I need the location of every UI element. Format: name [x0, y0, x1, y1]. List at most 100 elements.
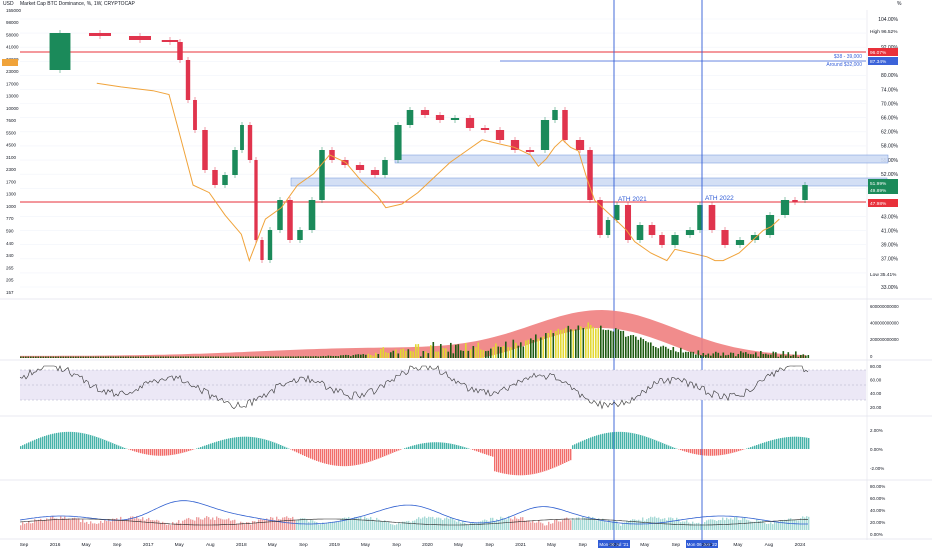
dmi-bar: [312, 520, 313, 530]
volume-bar: [615, 328, 617, 358]
macd-bar: [616, 432, 617, 449]
volume-bar: [95, 357, 97, 359]
dmi-bar: [716, 521, 717, 530]
macd-bar: [162, 449, 163, 456]
volume-bar: [720, 356, 722, 358]
macd-bar: [502, 449, 503, 473]
volume-bar: [670, 350, 672, 358]
volume-bar: [573, 329, 575, 358]
volume-bar: [318, 356, 320, 358]
volume-bar: [700, 355, 702, 358]
volume-bar: [640, 338, 642, 358]
macd-bar: [216, 442, 217, 449]
dmi-bar: [24, 524, 25, 530]
macd-bar: [646, 437, 647, 449]
x-axis-tick: 2023: [702, 542, 713, 548]
macd-bar: [148, 449, 149, 455]
macd-bar: [186, 449, 187, 452]
dmi-bar: [354, 517, 355, 530]
volume-bar: [600, 326, 602, 358]
volume-bar: [595, 329, 597, 358]
candle-body: [222, 175, 228, 185]
macd-bar: [452, 444, 453, 449]
volume-bar: [638, 340, 640, 358]
dmi-bar: [308, 522, 309, 530]
volume-bar: [308, 356, 310, 358]
candle-body: [212, 170, 218, 185]
dmi-bar: [96, 524, 97, 530]
macd-bar: [564, 449, 565, 463]
dmi-bar: [452, 518, 453, 530]
dmi-bar: [80, 522, 81, 530]
macd-bar: [702, 449, 703, 455]
dmi-bar: [546, 525, 547, 530]
volume-bar: [550, 330, 552, 358]
dmi-axis-tick: 20.00%: [870, 520, 885, 525]
macd-bar: [170, 449, 171, 455]
dmi-bar: [748, 520, 749, 530]
macd-bar: [234, 437, 235, 449]
volume-bar: [743, 353, 745, 358]
candle-body: [277, 200, 283, 230]
volume-bar: [345, 355, 347, 358]
right-axis-tick: 62.00%: [881, 130, 899, 136]
volume-bar: [730, 353, 732, 358]
dmi-bar: [504, 519, 505, 530]
volume-bar: [60, 357, 62, 359]
volume-bar: [83, 357, 85, 359]
volume-bar: [370, 355, 372, 358]
macd-bar: [668, 446, 669, 449]
volume-bar: [168, 357, 170, 359]
volume-axis-tick: 400000000000: [870, 320, 899, 325]
volume-bar: [295, 356, 297, 358]
volume-bar: [233, 356, 235, 358]
volume-bar: [698, 350, 700, 358]
x-axis-tick: May: [361, 542, 371, 548]
dmi-bar: [542, 523, 543, 530]
dmi-bar: [774, 521, 775, 530]
macd-bar: [694, 449, 695, 454]
volume-bar: [603, 330, 605, 358]
volume-bar: [425, 352, 427, 358]
volume-bar: [758, 357, 760, 358]
macd-bar: [448, 443, 449, 449]
volume-bar: [543, 336, 545, 358]
macd-bar: [748, 448, 749, 449]
macd-bar: [544, 449, 545, 471]
volume-bar: [793, 355, 795, 358]
rsi-axis-tick: 80.00: [870, 364, 882, 369]
macd-bar: [618, 432, 619, 449]
volume-bar: [643, 339, 645, 358]
macd-bar: [112, 443, 113, 449]
volume-bar: [103, 357, 105, 359]
volume-bar: [633, 335, 635, 358]
candle-body: [436, 115, 444, 120]
macd-bar: [64, 432, 65, 449]
macd-bar: [788, 437, 789, 449]
macd-bar: [786, 437, 787, 449]
dmi-bar: [160, 523, 161, 530]
dmi-bar: [26, 523, 27, 530]
dmi-bar: [30, 523, 31, 530]
volume-bar: [503, 346, 505, 358]
macd-bar: [298, 449, 299, 453]
volume-bar: [535, 334, 537, 358]
macd-bar: [38, 438, 39, 449]
dmi-bar: [254, 521, 255, 530]
dmi-bar: [508, 516, 509, 530]
volume-bar: [328, 356, 330, 358]
dmi-bar: [188, 518, 189, 530]
volume-bar: [630, 335, 632, 358]
macd-bar: [684, 449, 685, 451]
macd-bar: [284, 447, 285, 449]
macd-bar: [246, 437, 247, 449]
macd-bar: [342, 449, 343, 466]
macd-bar: [222, 440, 223, 449]
macd-bar: [752, 446, 753, 449]
candle-body: [686, 230, 694, 235]
volume-bar: [498, 347, 500, 358]
macd-bar: [368, 449, 369, 462]
dmi-bar: [506, 519, 507, 530]
macd-bar: [224, 439, 225, 449]
dmi-bar: [808, 517, 809, 530]
